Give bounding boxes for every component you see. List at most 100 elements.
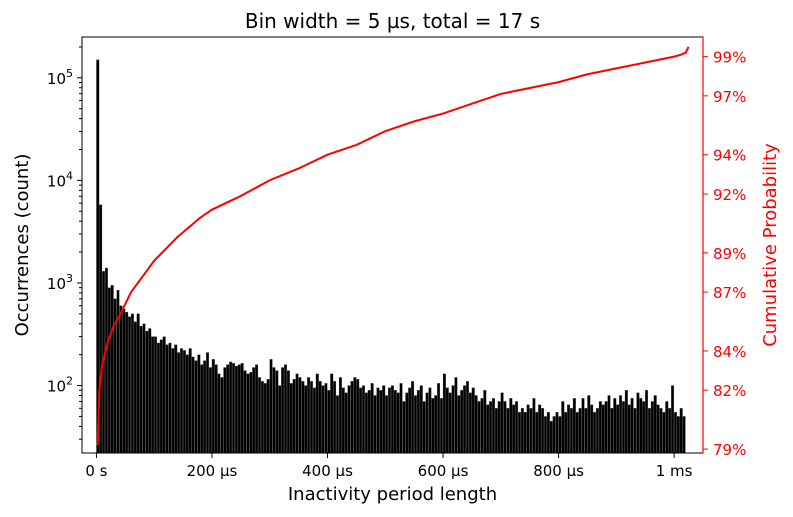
x-tick-label: 400 µs (302, 462, 353, 480)
y2-tick-label: 79% (713, 441, 746, 459)
histogram-bar (269, 359, 273, 454)
histogram-bar (252, 367, 256, 454)
histogram-bar (411, 381, 415, 454)
histogram-bar (491, 398, 495, 454)
histogram-bar (284, 364, 287, 454)
histogram-bar (497, 401, 501, 454)
histogram-bar (318, 381, 322, 454)
histogram-bar (408, 387, 412, 454)
histogram-bar (330, 373, 334, 454)
histogram-bar (116, 290, 120, 454)
histogram-bar (110, 285, 114, 454)
y2-tick-label: 84% (713, 343, 746, 361)
histogram-bar (298, 377, 302, 454)
histogram-bar (174, 344, 178, 454)
histogram-bar (468, 392, 472, 454)
histogram-bar (145, 330, 149, 454)
histogram-bar (281, 367, 285, 454)
y2-tick-label: 99% (713, 49, 746, 67)
x-axis-ticks: 0 s 200 µs 400 µs 600 µs 800 µs 1 ms (85, 453, 693, 480)
histogram-bar (379, 390, 383, 454)
x-tick-label: 200 µs (187, 462, 238, 480)
histogram-bar (154, 336, 158, 454)
histogram-bar (512, 404, 516, 454)
histogram-bar (564, 412, 568, 454)
histogram-bar (382, 385, 386, 454)
histogram-bar (451, 385, 455, 454)
histogram-bar (338, 377, 342, 454)
histogram-bar (549, 420, 553, 454)
histogram-bar (445, 387, 449, 454)
histogram-bar (465, 381, 469, 454)
histogram-bar (673, 412, 677, 454)
y2-tick-label: 97% (713, 88, 746, 106)
histogram-bar (327, 390, 331, 454)
histogram-bar (243, 370, 247, 454)
histogram-bar (165, 344, 169, 454)
histogram-bar (275, 370, 279, 454)
histogram-bar (659, 408, 663, 454)
histogram-bar (610, 408, 614, 454)
histogram-bar (295, 373, 299, 454)
histogram-bar (419, 385, 423, 454)
histogram-bar (266, 379, 270, 454)
histogram-bar (139, 325, 143, 454)
histogram-bar (136, 313, 140, 454)
histogram-bar (477, 401, 481, 454)
histogram-bar (356, 379, 360, 454)
y-tick-label: 103 (47, 272, 73, 293)
histogram-bar (364, 392, 368, 454)
histogram-bar (480, 398, 484, 454)
histogram-bar (624, 390, 628, 454)
histogram-bar (520, 408, 524, 454)
x-tick-label: 800 µs (533, 462, 584, 480)
histogram-bar (552, 416, 556, 454)
histogram-bar (390, 385, 394, 454)
histogram-bar (437, 383, 441, 454)
histogram-bar (148, 328, 152, 454)
histogram-bar (272, 367, 276, 454)
histogram-bar (376, 387, 380, 454)
y-tick-label: 102 (47, 375, 73, 396)
histogram-bar (517, 412, 521, 454)
histogram-bar (104, 267, 108, 454)
histogram-bar (682, 416, 686, 454)
histogram-bar (362, 385, 365, 454)
x-axis-title: Inactivity period length (288, 484, 497, 505)
histogram-bar (99, 204, 103, 454)
histogram-bar (668, 408, 672, 454)
histogram-bar (373, 395, 377, 454)
histogram-bar (367, 390, 371, 454)
histogram-bar (307, 377, 311, 454)
histogram-bar (543, 416, 547, 454)
histogram-bar (177, 352, 181, 454)
histogram-bar (385, 395, 389, 454)
histogram-bar (336, 395, 339, 454)
histogram-bar (240, 363, 244, 454)
histogram-bar (448, 392, 452, 454)
y2-axis-title: Cumulative Probability (760, 143, 781, 347)
histogram-bar (310, 381, 313, 454)
histogram-bar (286, 370, 290, 454)
histogram-bar (679, 408, 683, 454)
histogram-bar (232, 363, 235, 454)
histogram-bar (194, 360, 198, 454)
histogram-bar (607, 395, 611, 454)
histogram-bar (529, 408, 533, 454)
histogram-bar (396, 392, 400, 454)
histogram-bar (203, 360, 207, 454)
histogram-bar (584, 408, 588, 454)
histogram-bar (180, 348, 183, 454)
histogram-bar (428, 387, 432, 454)
histogram-bar (434, 395, 438, 454)
histogram-bar (619, 395, 623, 454)
histogram-bar (561, 401, 565, 454)
histogram-bar (156, 342, 160, 454)
histogram-bar (474, 395, 478, 454)
histogram-bar (229, 361, 233, 454)
histogram-bar (223, 367, 227, 454)
histogram-bar (278, 385, 282, 454)
histogram-bar (613, 398, 617, 454)
histogram-bar (171, 348, 175, 454)
histogram-bar (208, 367, 212, 454)
